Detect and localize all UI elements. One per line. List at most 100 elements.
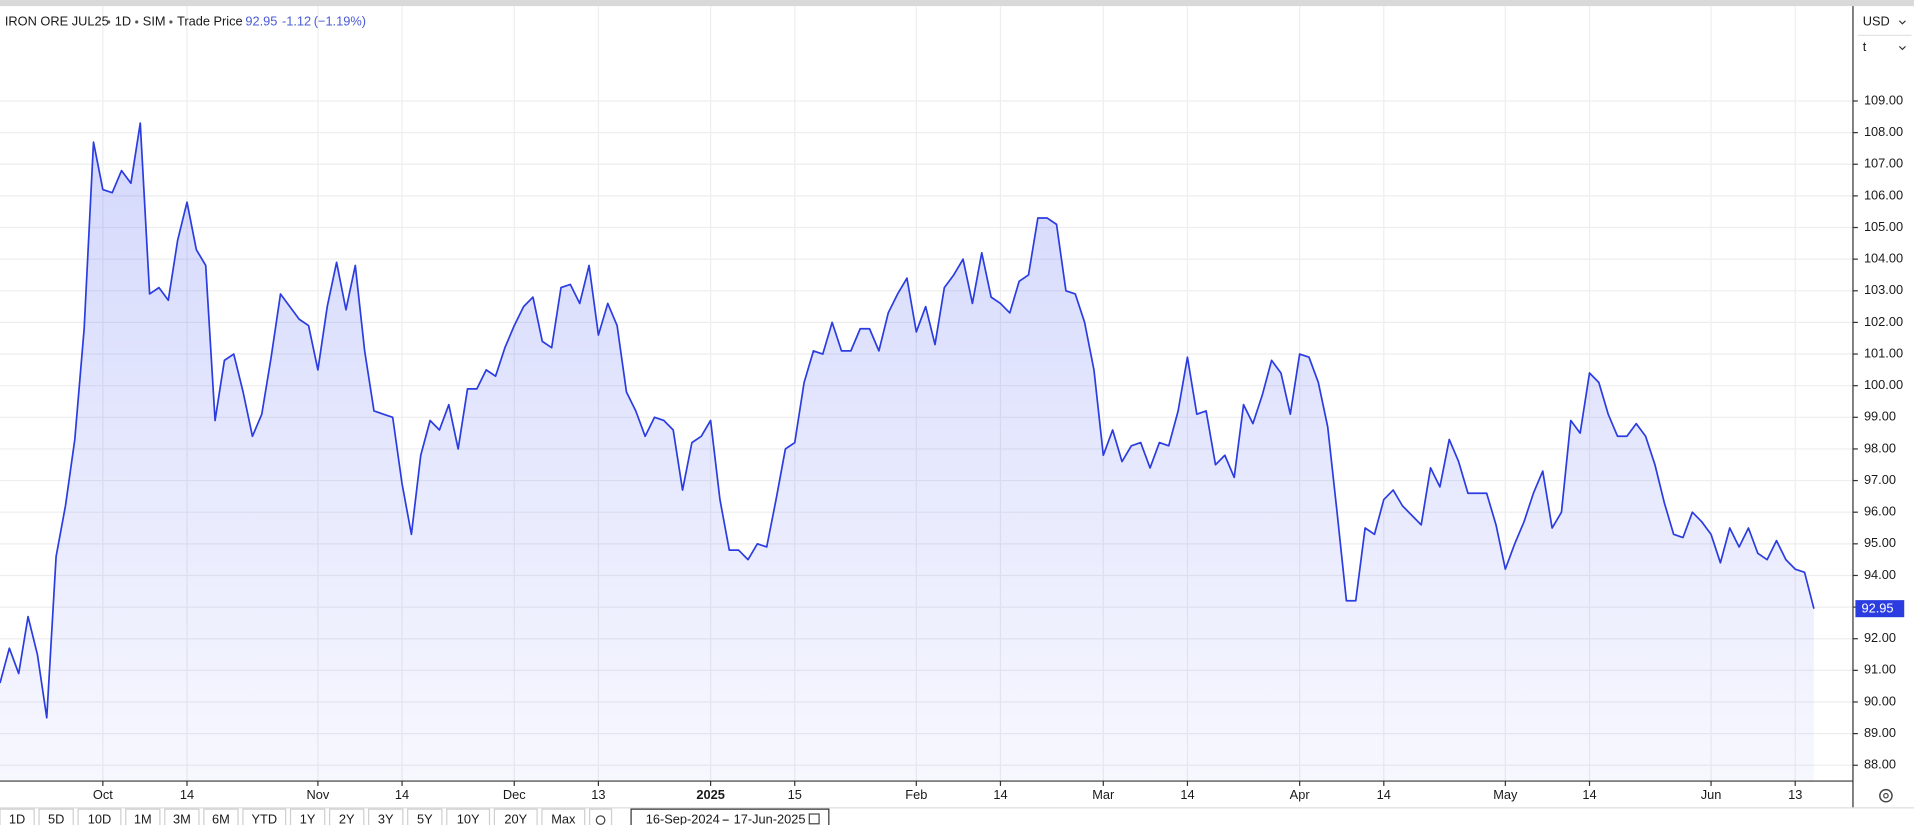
x-tick-label: 2025 [696,787,724,802]
range-button[interactable]: 10D [77,808,122,825]
range-button[interactable]: 5D [38,808,74,825]
button-frame [446,808,491,825]
button-frame [541,808,586,825]
price-line [0,122,1815,719]
range-button[interactable]: YTD [242,808,287,825]
chart-options-button[interactable] [588,808,613,825]
button-frame [203,808,239,825]
x-tick-label: 14 [1582,787,1596,802]
axes: 88.0089.0090.0091.0092.0093.0094.0095.00… [93,92,1905,802]
x-tick-label: Oct [93,787,113,802]
x-tick-label: 14 [1377,787,1391,802]
price-change: -1.12 [282,13,311,28]
button-label[interactable]: 6M [212,812,230,825]
symbol: IRON ORE JUL25 [5,13,109,28]
button-frame [0,808,35,825]
x-tick-label: May [1493,787,1518,802]
last-price: 92.95 [245,13,277,28]
last-price-badge [1855,600,1905,618]
button-label[interactable]: 3Y [378,812,394,825]
button-label[interactable]: 10Y [457,812,480,825]
button-label[interactable]: 2Y [339,812,355,825]
range-button[interactable]: 20Y [493,808,538,825]
button-label[interactable]: 5D [48,812,64,825]
y-tick-label: 99.00 [1864,409,1896,424]
range-button[interactable]: 2Y [328,808,365,825]
chevron [1898,20,1906,25]
area-fill [0,123,1814,782]
unit-select[interactable]: t [1863,39,1906,54]
button-label[interactable]: 1D [9,812,25,825]
button-frame [289,808,326,825]
button-label[interactable]: 1M [134,812,152,825]
button-frame [77,808,122,825]
button-frame [493,808,538,825]
currency-select[interactable]: USD [1863,13,1906,28]
y-tick-label: 98.00 [1864,440,1896,455]
y-tick-label: 89.00 [1864,725,1896,740]
button-label[interactable]: 3M [173,812,191,825]
button-frame [368,808,404,825]
price-change-pct: (−1.19%) [314,13,366,28]
x-tick-label: Dec [503,787,526,802]
button-frame [38,808,74,825]
button-frame [588,808,613,825]
gear-hub [1883,792,1889,799]
date-from[interactable]: 16-Sep-2024 [646,812,720,825]
button-label[interactable]: 1Y [300,812,316,825]
button-frame [242,808,287,825]
x-tick-label: 15 [788,787,802,802]
y-tick-label: 105.00 [1864,219,1903,234]
y-tick-label: 107.00 [1864,156,1903,171]
y-tick-label: 102.00 [1864,314,1903,329]
interval: 1D [115,13,131,28]
currency[interactable]: USD [1863,13,1890,28]
price-type: Trade Price [177,13,243,28]
picker-frame [630,808,830,825]
range-button[interactable]: 3Y [368,808,404,825]
y-tick-label: 97.00 [1864,472,1896,487]
x-tick-label: Feb [905,787,927,802]
range-button[interactable]: 1Y [289,808,326,825]
range-button[interactable]: 6M [203,808,239,825]
unit[interactable]: t [1863,39,1867,54]
button-label[interactable]: 5Y [417,812,433,825]
button-label[interactable]: Max [551,812,576,825]
settings-button[interactable] [1879,788,1893,803]
date-range-picker[interactable]: 16-Sep-2024 17-Jun-2025 [630,808,830,825]
y-tick-label: 88.00 [1864,757,1896,772]
x-tick-label: 13 [591,787,605,802]
date-to[interactable]: 17-Jun-2025 [734,812,806,825]
range-button[interactable]: 1D [0,808,35,825]
y-tick-label: 104.00 [1864,251,1903,266]
x-tick-label: 14 [1180,787,1194,802]
x-tick-label: Mar [1092,787,1115,802]
range-button[interactable]: 3M [164,808,200,825]
last-price-label: 92.95 [1862,601,1894,616]
x-tick-label: Jun [1701,787,1722,802]
y-tick-label: 92.00 [1864,630,1896,645]
button-label[interactable]: 10D [88,812,111,825]
separator [135,20,139,24]
button-frame [125,808,161,825]
button-frame [164,808,200,825]
button-label[interactable]: 20Y [504,812,527,825]
y-tick-label: 109.00 [1864,92,1903,107]
gear-icon [1879,788,1893,803]
range-button[interactable]: 1M [125,808,161,825]
x-tick-label: 14 [993,787,1007,802]
range-button[interactable]: 10Y [446,808,491,825]
header: IRON ORE JUL25 1D SIM Trade Price 92.95 … [5,13,366,28]
separator [169,20,173,24]
x-tick-label: 13 [1788,787,1802,802]
top-strip [0,0,1914,7]
button-label[interactable]: YTD [251,812,277,825]
range-button[interactable]: Max [541,808,586,825]
y-tick-label: 103.00 [1864,282,1903,297]
range-button[interactable]: 5Y [407,808,443,825]
x-tick-label: Nov [307,787,330,802]
source: SIM [143,13,166,28]
separator [107,20,111,24]
toolbar: 1D 5D 10D 1M 3M 6M YTD 1Y 2Y 3Y 5Y 10Y 20Y Max 16-Sep-… [0,808,830,825]
